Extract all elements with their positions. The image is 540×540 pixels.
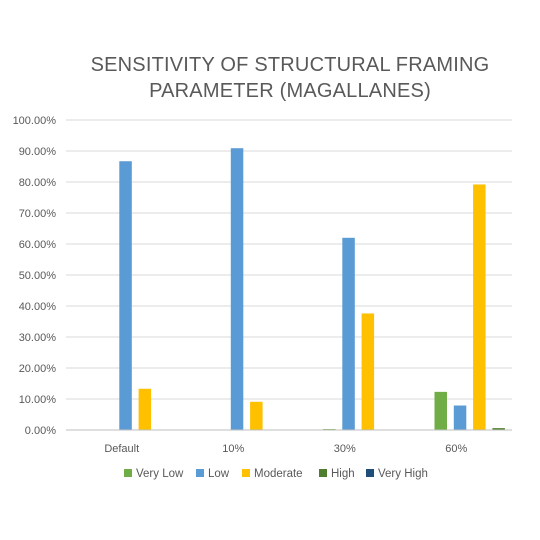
bar-low — [230, 148, 244, 430]
bar-moderate — [250, 401, 263, 430]
legend-swatch — [242, 469, 250, 477]
bar-moderate — [361, 313, 375, 430]
y-tick-label: 40.00% — [19, 301, 57, 313]
legend-swatch — [319, 469, 327, 477]
legend-swatch — [124, 469, 132, 477]
chart-title: SENSITIVITY OF STRUCTURAL FRAMING PARAME… — [20, 52, 540, 104]
y-tick-label: 0.00% — [25, 425, 56, 437]
bar-moderate — [138, 388, 152, 430]
legend: Very Low Low Moderate High Very High — [124, 468, 428, 480]
bar-low — [342, 237, 355, 430]
y-tick-label: 50.00% — [19, 270, 57, 282]
legend-label: Low — [208, 468, 230, 480]
x-tick-label: 10% — [222, 443, 244, 455]
y-tick-label: 70.00% — [19, 208, 57, 220]
y-tick-label: 80.00% — [19, 177, 57, 189]
legend-label: High — [331, 468, 355, 480]
x-axis-ticks: Default 10% 30% 60% — [104, 443, 467, 455]
y-axis-ticks: 0.00% 10.00% 20.00% 30.00% 40.00% 50.00% 60.00… — [13, 115, 57, 437]
bar-low — [453, 405, 467, 430]
y-tick-label: 60.00% — [19, 239, 57, 251]
legend-label: Very Low — [136, 468, 184, 480]
gridlines — [66, 119, 512, 431]
y-tick-label: 20.00% — [19, 363, 57, 375]
legend-item: Very Low — [124, 468, 184, 480]
chart-title-line-2: PARAMETER (MAGALLANES) — [149, 80, 431, 102]
y-tick-label: 10.00% — [19, 394, 57, 406]
bar-very-low — [434, 391, 447, 430]
legend-item: Low — [196, 468, 230, 480]
bars — [119, 148, 505, 431]
y-tick-label: 90.00% — [19, 146, 57, 158]
y-tick-label: 100.00% — [13, 115, 57, 127]
legend-item: Very High — [366, 468, 428, 480]
legend-label: Moderate — [254, 468, 303, 480]
y-tick-label: 30.00% — [19, 332, 57, 344]
x-tick-label: Default — [104, 443, 139, 455]
legend-label: Very High — [378, 468, 428, 480]
chart-title-line-1: SENSITIVITY OF STRUCTURAL FRAMING — [90, 54, 490, 76]
legend-item: High — [319, 468, 355, 480]
x-tick-label: 60% — [445, 443, 467, 455]
legend-item: Moderate — [242, 468, 303, 480]
legend-swatch — [366, 469, 374, 477]
legend-swatch — [196, 469, 204, 477]
bar-high — [492, 428, 505, 430]
bar-moderate — [473, 184, 486, 430]
bar-low — [119, 161, 132, 431]
x-tick-label: 30% — [334, 443, 356, 455]
